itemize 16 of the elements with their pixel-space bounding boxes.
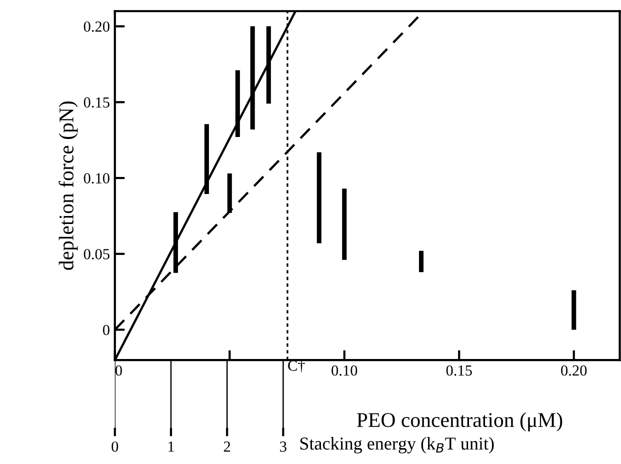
y-tick-label: 0.05 (84, 249, 110, 260)
y-tick-label: 0.15 (84, 97, 110, 108)
y-tick-label: 0 (102, 324, 110, 336)
x2-tick-label: 1 (168, 442, 174, 452)
x2-tick-label: 2 (224, 442, 230, 452)
x2-tick-label: 0 (112, 441, 118, 452)
x2-tick-label: 3 (280, 442, 286, 452)
x-tick-label: 0.10 (332, 365, 358, 376)
x-tick-label: 0.20 (561, 365, 587, 376)
x-tick-label: 0 (115, 365, 122, 376)
x2-axis-title: Stacking energy (k$_{B}$T unit) (300, 436, 494, 454)
y-axis-title: depletion force (pN) (58, 101, 78, 270)
x-tick-label: 0.15 (446, 365, 472, 376)
y-tick-label: 0.10 (84, 173, 110, 184)
y-tick-label: 0.20 (84, 21, 110, 32)
x-axis-title: PEO concentration (μM) (356, 412, 562, 432)
